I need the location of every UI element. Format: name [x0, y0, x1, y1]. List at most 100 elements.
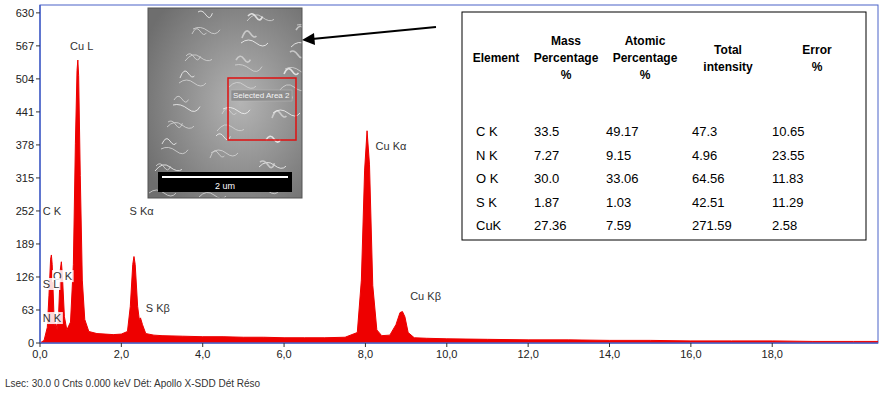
x-tick-label: 12,0 — [517, 348, 538, 360]
table-header-line: % — [561, 68, 572, 82]
y-tick — [36, 177, 40, 178]
peak-label-bg — [42, 278, 61, 290]
sem-texture — [285, 67, 302, 73]
sem-texture — [211, 150, 238, 156]
sem-texture — [284, 69, 298, 75]
y-tick-label: 504 — [16, 73, 34, 85]
sem-texture — [173, 105, 200, 112]
sem-texture — [260, 161, 274, 168]
table-header-line: % — [640, 68, 651, 82]
table-header: Totalintensity — [703, 43, 753, 74]
sem-texture — [192, 29, 206, 35]
table-header-line: Mass — [551, 34, 581, 48]
table-cell: 11.83 — [772, 171, 804, 186]
y-tick — [36, 78, 40, 79]
table-frame — [462, 12, 866, 240]
table-cell: 64.56 — [692, 171, 725, 186]
y-tick-label: 252 — [16, 205, 34, 217]
sem-texture — [168, 121, 182, 128]
x-tick — [121, 343, 122, 347]
peak-label-bg — [69, 40, 94, 52]
table-header-line: Element — [473, 51, 520, 65]
table-cell: S K — [476, 195, 497, 210]
table-header: Element — [473, 51, 520, 65]
y-tick — [36, 343, 40, 344]
selected-area-label-bg — [231, 90, 292, 101]
peak-label: C K — [43, 205, 62, 217]
table-header-line: intensity — [703, 60, 753, 74]
y-tick — [36, 309, 40, 310]
selected-area — [228, 78, 296, 140]
table-cell: 30.0 — [534, 171, 559, 186]
x-tick — [690, 343, 691, 347]
x-tick — [446, 343, 447, 347]
peak-label-bg — [42, 205, 63, 217]
x-tick — [365, 343, 366, 347]
table-header: MassPercentage% — [534, 34, 599, 82]
peak-label: S Kα — [129, 205, 154, 217]
sem-texture — [193, 27, 220, 33]
sem-texture — [266, 136, 280, 142]
sem-texture — [179, 80, 206, 86]
y-tick — [36, 12, 40, 13]
sem-texture — [180, 71, 194, 78]
sem-texture — [242, 31, 256, 38]
table-cell: 2.58 — [772, 218, 797, 233]
sem-texture — [235, 65, 262, 72]
peak-label: S L — [43, 278, 60, 290]
x-tick-label: 4,0 — [195, 348, 210, 360]
sem-texture — [241, 40, 268, 46]
sem-texture — [229, 82, 256, 88]
table-header-line: Atomic — [625, 34, 666, 48]
arrow-head — [302, 33, 315, 45]
eds-figure: 0631261892523153784415045676300,02,04,06… — [0, 0, 883, 396]
table-cell: 1.03 — [606, 195, 631, 210]
sem-texture — [296, 26, 302, 32]
table-header: Error% — [802, 43, 832, 74]
sem-texture — [223, 107, 250, 113]
sem-texture — [161, 147, 188, 153]
table-cell: O K — [476, 171, 499, 186]
footer-text: Lsec: 30.0 0 Cnts 0.000 keV Dét: Apollo … — [5, 378, 261, 389]
y-tick-label: 567 — [16, 40, 34, 52]
table-cell: 7.27 — [534, 148, 559, 163]
table-cell: 42.51 — [692, 195, 725, 210]
scale-bar — [162, 176, 288, 178]
table-cell: C K — [476, 124, 498, 139]
table-header-line: Percentage — [613, 51, 678, 65]
sem-texture — [217, 125, 244, 131]
sem-texture — [162, 139, 176, 145]
y-tick-label: 63 — [22, 304, 34, 316]
x-tick-label: 2,0 — [114, 348, 129, 360]
peak-label-bg — [375, 140, 408, 152]
peak-label-bg — [409, 290, 442, 302]
table-cell: CuK — [476, 218, 502, 233]
peak-label: Cu L — [70, 40, 93, 52]
table-header: Atomic Percentage% — [613, 34, 678, 82]
y-tick — [36, 276, 40, 277]
y-tick — [36, 144, 40, 145]
peak-label: Cu Kβ — [410, 290, 441, 302]
y-tick-label: 378 — [16, 139, 34, 151]
sem-image — [148, 8, 302, 198]
table-cell: 11.29 — [772, 195, 804, 210]
x-tick — [202, 343, 203, 347]
x-tick — [528, 343, 529, 347]
arrow-line — [312, 27, 436, 39]
sem-texture — [156, 164, 170, 170]
x-tick-label: 8,0 — [358, 348, 373, 360]
y-tick-label: 441 — [16, 106, 34, 118]
peak-label-bg — [42, 312, 63, 324]
table-cell: 4.96 — [692, 148, 717, 163]
sem-texture — [174, 96, 188, 102]
sem-texture — [236, 56, 250, 62]
scale-bar-bg — [158, 172, 292, 192]
y-tick-label: 630 — [16, 7, 34, 19]
plot-frame — [40, 5, 878, 343]
y-tick — [36, 45, 40, 46]
table-cell: 27.36 — [534, 218, 567, 233]
sem-texture — [297, 25, 302, 32]
x-tick — [284, 343, 285, 347]
x-tick-label: 0,0 — [32, 348, 47, 360]
x-tick — [772, 343, 773, 347]
